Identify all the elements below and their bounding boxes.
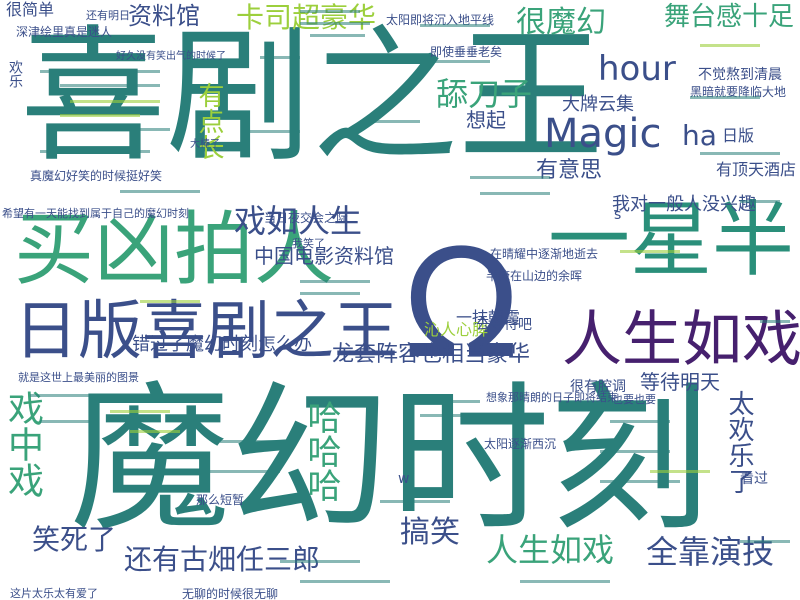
word-cloud-word: 在晴耀中逐渐地逝去	[490, 247, 599, 261]
word-cloud-word: 一星半	[548, 193, 795, 288]
word-cloud-word: 一抹朝霞	[456, 308, 521, 327]
word-cloud-word: 太阳逐渐西沉	[484, 437, 557, 451]
word-cloud-word: Ω	[404, 218, 519, 392]
word-cloud-word: 中国电影资料馆	[254, 244, 394, 268]
word-cloud-word: 我笑了	[292, 237, 325, 250]
word-cloud-word: 魔幻时刻	[70, 366, 711, 553]
word-cloud-word: 资料馆	[128, 2, 200, 30]
word-cloud-word: 笑死了	[32, 523, 117, 556]
word-cloud-word: 黑暗就要降临大地	[690, 85, 787, 99]
word-cloud-word: 太欢乐了	[724, 390, 754, 494]
word-cloud-word: 还有古畑任三郎	[124, 543, 321, 576]
word-cloud-word: 还有明日	[86, 9, 130, 22]
word-cloud-word: 希望有一天能找到属于自己的魔幻时刻	[2, 207, 189, 220]
word-cloud-word: 等待明天	[640, 370, 720, 394]
word-cloud-word: 想起	[466, 108, 506, 132]
word-cloud-word: 想象那晴朗的日子即将结束	[486, 391, 618, 404]
word-cloud-word: 有顶天酒店	[716, 160, 797, 179]
word-cloud-word: 沁人心脾	[424, 320, 489, 339]
word-cloud-word: 哈哈哈	[301, 400, 341, 502]
word-cloud-word: hour	[598, 49, 676, 89]
word-cloud-word: 舞台感十足	[664, 2, 795, 32]
word-cloud-word: 舔刀子	[436, 75, 533, 113]
word-cloud-word: 买凶拍人	[14, 203, 334, 296]
word-cloud-word: 深津绘里真是迷人	[16, 25, 113, 39]
word-cloud-word: 好久没有笑出气的时候了	[116, 51, 226, 62]
word-cloud-word: 不觉熬到清晨	[698, 67, 782, 83]
word-cloud-word: 人生如戏	[562, 305, 800, 375]
word-cloud-word: 当日夜交会之际	[264, 211, 349, 225]
word-cloud-word: 很简单	[6, 0, 55, 19]
word-cloud-word: 龙套阵容也相当豪华	[332, 342, 531, 367]
word-cloud-word: 日版	[722, 126, 755, 145]
word-cloud-word: 有点长	[194, 82, 224, 160]
word-cloud-word: 大牌云集	[562, 94, 634, 115]
word-cloud-word: 很有腔调	[570, 379, 626, 395]
word-cloud-word: ha	[682, 119, 717, 152]
word-cloud-word: s	[614, 207, 622, 223]
word-cloud-word: 日版喜剧之王	[14, 295, 398, 369]
word-cloud-word: 真魔幻好笑的时候挺好笑	[30, 169, 163, 183]
word-cloud-word: 戏如人生	[234, 202, 363, 240]
word-cloud-word: 喜剧之王	[20, 12, 604, 182]
word-cloud-word: 欢乐	[7, 60, 23, 88]
word-cloud-word: 很魔幻	[516, 5, 606, 40]
word-cloud-word: Magic	[544, 111, 662, 157]
word-cloud-word: 有意思	[536, 158, 603, 183]
word-cloud-word: 全靠演技	[646, 533, 775, 571]
word-cloud-word: 去等待吧	[476, 317, 532, 333]
word-cloud-word: 就是这世上最美丽的图景	[18, 371, 139, 384]
word-cloud-word: w	[398, 471, 410, 487]
word-cloud-word: 即使垂垂老矣	[430, 45, 503, 59]
word-cloud-word: 卡司超豪华	[236, 1, 377, 34]
word-cloud-word: 也要也要	[612, 393, 656, 406]
word-cloud-word: 错过了魔幻时刻怎么办	[132, 334, 312, 355]
word-cloud-word: 无聊的时候很无聊	[182, 587, 279, 600]
word-cloud-word: 那么短暂	[196, 493, 245, 507]
word-cloud-word: 人生如戏	[486, 531, 615, 569]
word-cloud-word: 太阳即将沉入地平线	[386, 13, 495, 27]
word-cloud-word: 看过	[740, 471, 768, 487]
word-cloud-word: 半掩在山边的余晖	[486, 269, 583, 283]
word-cloud-word: 搞笑	[400, 515, 460, 550]
word-cloud-word: 大棒了	[190, 139, 220, 150]
word-cloud-word: 戏中戏	[2, 390, 43, 498]
word-cloud-word: 这片太乐太有爱了	[10, 587, 98, 600]
word-cloud-word: 我对一般人没兴趣	[612, 194, 756, 215]
